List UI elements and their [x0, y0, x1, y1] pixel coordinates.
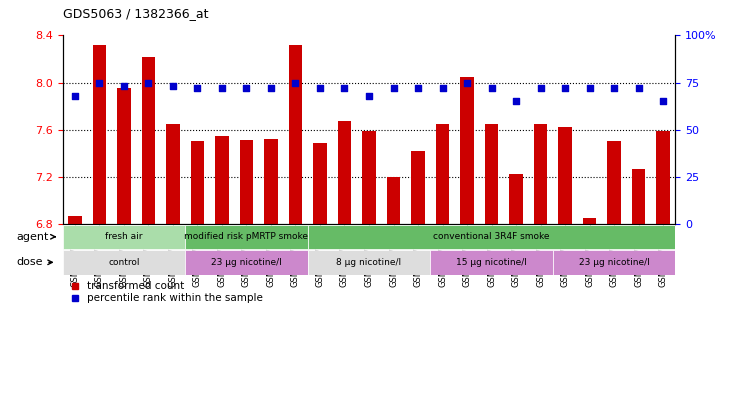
Point — [363, 93, 375, 99]
Bar — [289, 45, 303, 224]
Text: 15 μg nicotine/l: 15 μg nicotine/l — [456, 258, 527, 267]
Bar — [240, 140, 253, 224]
Point — [486, 85, 497, 91]
Bar — [583, 218, 596, 224]
Point — [584, 85, 596, 91]
Bar — [338, 121, 351, 224]
Point — [314, 85, 326, 91]
Bar — [461, 77, 474, 224]
Point — [118, 83, 130, 90]
Bar — [435, 124, 449, 224]
Point — [94, 79, 106, 86]
Point — [657, 98, 669, 105]
Text: 8 μg nicotine/l: 8 μg nicotine/l — [337, 258, 401, 267]
Bar — [308, 250, 430, 275]
Point — [534, 85, 546, 91]
Text: control: control — [108, 258, 139, 267]
Point — [167, 83, 179, 90]
Bar — [485, 124, 498, 224]
Bar — [185, 224, 308, 249]
Bar — [117, 88, 131, 224]
Text: 23 μg nicotine/l: 23 μg nicotine/l — [211, 258, 282, 267]
Point — [608, 85, 620, 91]
Text: agent: agent — [17, 232, 55, 242]
Bar — [68, 216, 82, 224]
Text: conventional 3R4F smoke: conventional 3R4F smoke — [433, 232, 550, 241]
Bar — [553, 250, 675, 275]
Bar — [509, 174, 523, 224]
Bar — [166, 124, 180, 224]
Text: GDS5063 / 1382366_at: GDS5063 / 1382366_at — [63, 7, 208, 20]
Bar — [63, 250, 185, 275]
Bar — [142, 57, 155, 224]
Bar — [308, 224, 675, 249]
Text: dose: dose — [17, 257, 52, 267]
Bar — [190, 141, 204, 224]
Text: percentile rank within the sample: percentile rank within the sample — [87, 294, 263, 303]
Text: transformed count: transformed count — [87, 281, 184, 291]
Bar — [656, 131, 670, 224]
Text: fresh air: fresh air — [106, 232, 142, 241]
Bar — [93, 45, 106, 224]
Bar — [185, 250, 308, 275]
Bar — [534, 124, 548, 224]
Point — [387, 85, 399, 91]
Point — [339, 85, 351, 91]
Point — [412, 85, 424, 91]
Bar — [362, 131, 376, 224]
Bar — [558, 127, 572, 224]
Bar — [63, 224, 185, 249]
Point — [461, 79, 473, 86]
Bar — [215, 136, 229, 224]
Point — [69, 93, 81, 99]
Point — [265, 85, 277, 91]
Bar — [430, 250, 553, 275]
Point — [241, 85, 252, 91]
Point — [192, 85, 204, 91]
Text: modified risk pMRTP smoke: modified risk pMRTP smoke — [184, 232, 308, 241]
Point — [142, 79, 154, 86]
Bar — [607, 141, 621, 224]
Point — [216, 85, 228, 91]
Point — [437, 85, 449, 91]
Point — [510, 98, 522, 105]
Bar — [387, 177, 400, 224]
Bar — [264, 139, 277, 224]
Bar — [632, 169, 645, 224]
Point — [632, 85, 644, 91]
Bar — [411, 151, 425, 224]
Text: 23 μg nicotine/l: 23 μg nicotine/l — [579, 258, 649, 267]
Point — [289, 79, 301, 86]
Point — [559, 85, 571, 91]
Bar — [313, 143, 327, 224]
